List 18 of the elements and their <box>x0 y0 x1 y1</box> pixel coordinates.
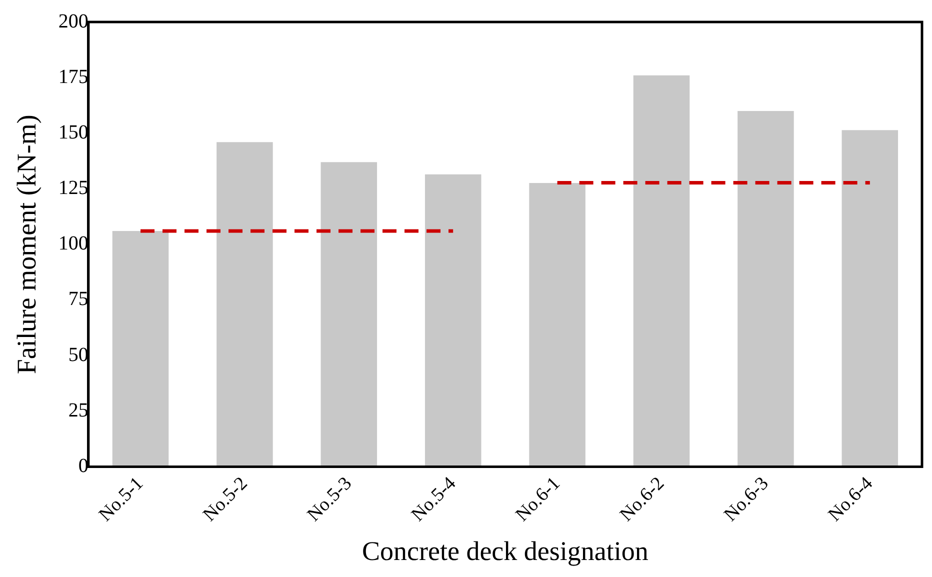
bar <box>738 110 794 467</box>
bar <box>216 142 273 467</box>
bar <box>633 75 690 467</box>
y-tick-label: 125 <box>58 177 88 200</box>
y-tick-label: 100 <box>58 232 88 255</box>
y-tick-label: 50 <box>68 344 88 366</box>
bar <box>424 174 482 467</box>
y-axis-title: Failure moment (kN-m) <box>11 114 42 374</box>
x-axis-title: Concrete deck designation <box>362 536 649 566</box>
bar <box>320 162 378 467</box>
bar <box>842 130 898 467</box>
y-tick-label: 75 <box>68 288 88 310</box>
y-tick-label: 200 <box>58 10 88 32</box>
bar <box>529 183 586 467</box>
y-tick-label: 150 <box>58 121 88 144</box>
y-tick-label: 25 <box>68 399 88 422</box>
y-tick-label: 175 <box>58 66 88 88</box>
bar <box>112 231 169 467</box>
